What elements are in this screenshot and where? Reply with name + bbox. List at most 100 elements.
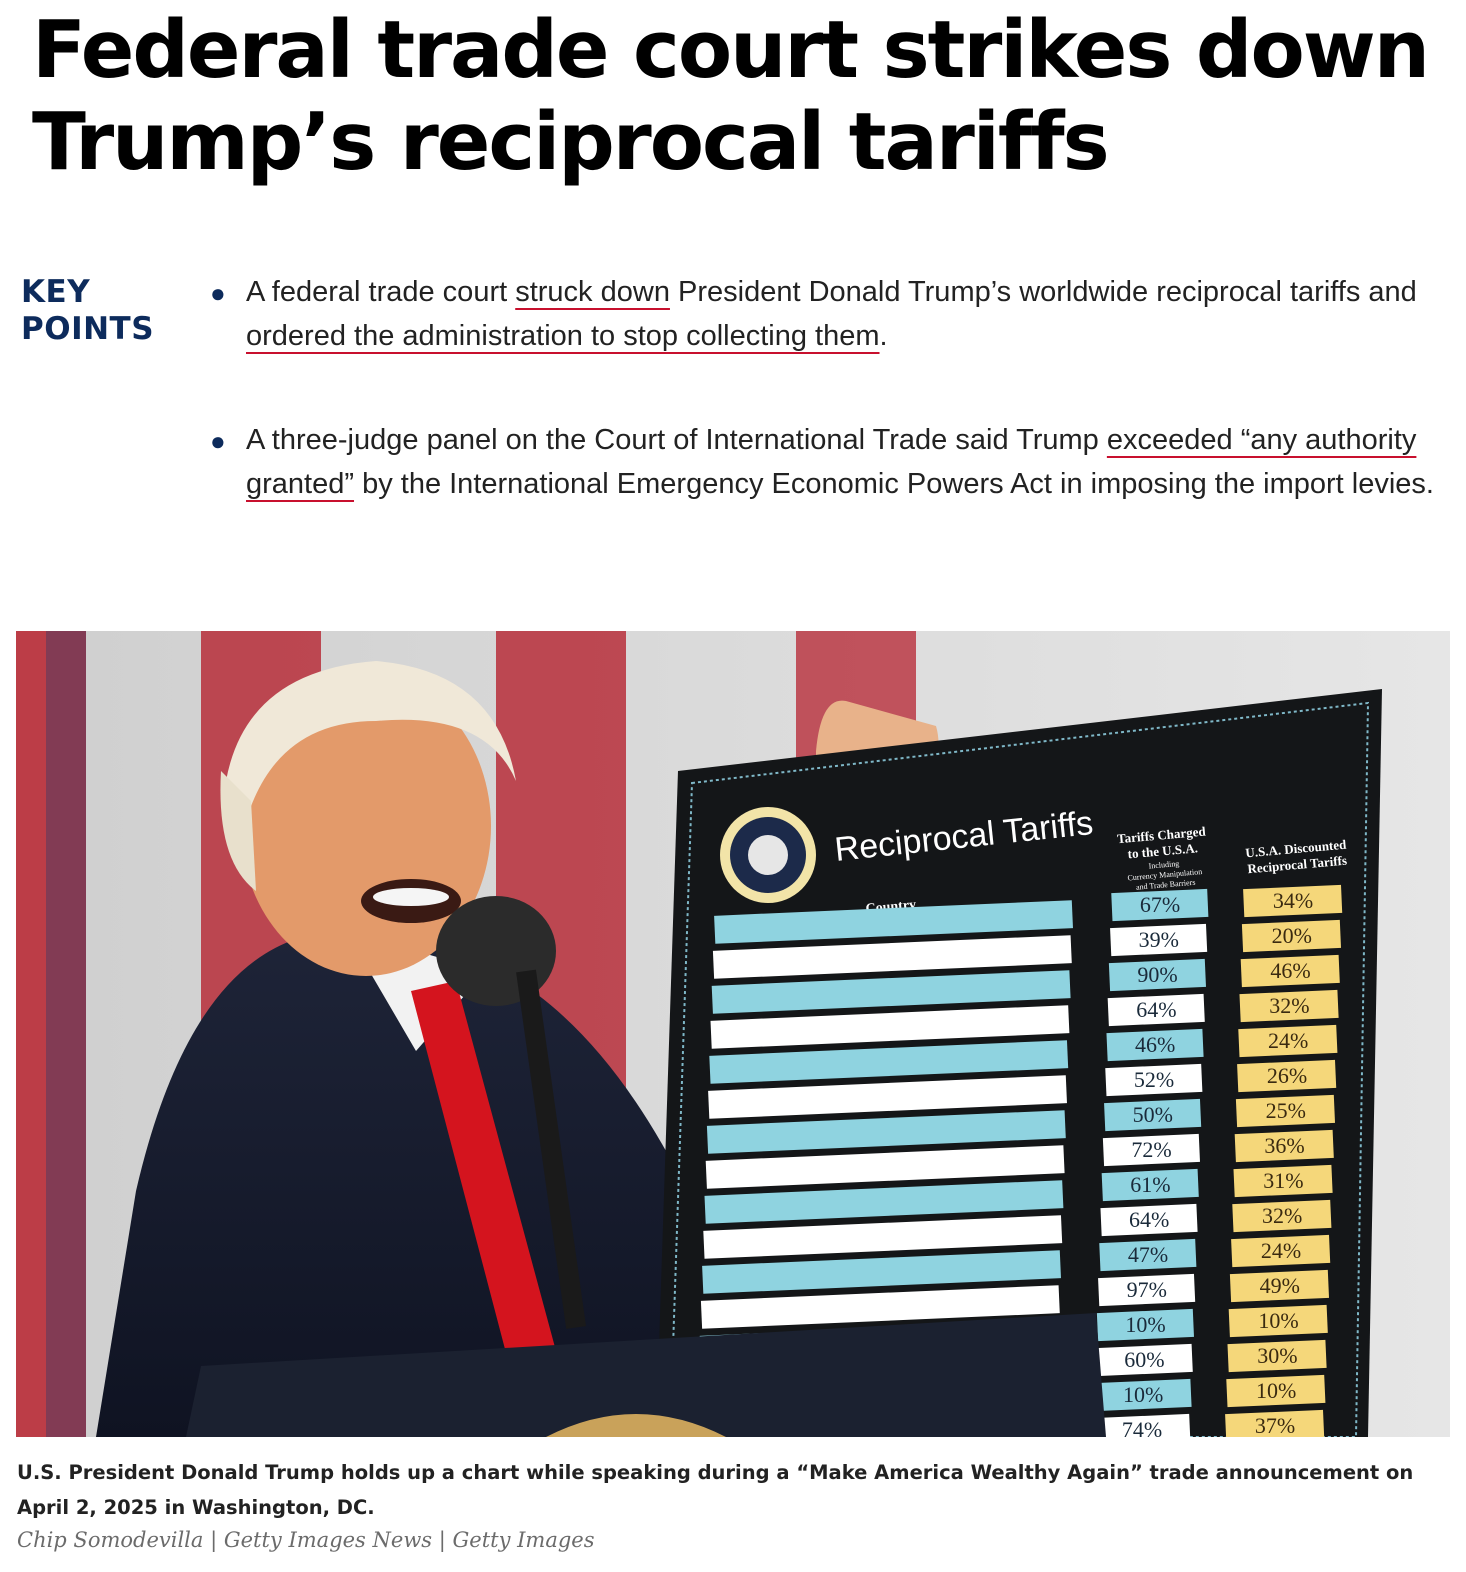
discounted-cell (1238, 1024, 1338, 1058)
country-cell (700, 1285, 1060, 1329)
country-cell (714, 900, 1073, 944)
discounted-value: 49% (1260, 1273, 1300, 1298)
flag-shadow (46, 631, 86, 1437)
flag-stripe (16, 631, 86, 1437)
charged-cell (1094, 1378, 1192, 1412)
charged-value: 39% (1139, 927, 1179, 952)
key-points-label: KEY POINTS (21, 274, 191, 348)
key-points-list: ● A federal trade court struck down Pres… (205, 270, 1435, 506)
charged-cell (1110, 923, 1208, 957)
discounted-value: 24% (1261, 1238, 1301, 1263)
charged-value: 52% (1134, 1067, 1174, 1092)
key-points-label-line1: KEY (21, 274, 91, 310)
charged-cell (1102, 1133, 1200, 1167)
discounted-value: 36% (1264, 1133, 1304, 1158)
charged-value: 67% (1140, 892, 1180, 917)
charged-cell (1104, 1098, 1202, 1132)
charged-value: 74% (1122, 1417, 1162, 1437)
discounted-cell (1234, 1129, 1334, 1163)
charged-value: 50% (1133, 1102, 1173, 1127)
microphone (436, 896, 587, 1329)
charged-value: 64% (1129, 1207, 1169, 1232)
key-point-2: ● A three-judge panel on the Court of In… (205, 418, 1435, 506)
discounted-cell (1232, 1199, 1332, 1233)
photo-caption: U.S. President Donald Trump holds up a c… (17, 1461, 1414, 1519)
discounted-cell (1240, 954, 1340, 988)
discounted-cell (1241, 919, 1342, 953)
discounted-value: 20% (1272, 923, 1312, 948)
discounted-cell (1237, 1059, 1337, 1093)
discounted-value: 10% (1256, 1378, 1296, 1403)
charged-value: 97% (1127, 1277, 1167, 1302)
discounted-cell (1243, 884, 1343, 918)
discounted-value: 10% (1258, 1308, 1298, 1333)
country-cell (705, 1145, 1065, 1189)
key-point-text: by the International Emergency Economic … (354, 468, 1434, 500)
charged-value: 10% (1123, 1382, 1163, 1407)
country-cell (709, 1040, 1069, 1084)
country-cell (710, 1005, 1070, 1049)
discounted-cell (1227, 1339, 1327, 1373)
discounted-cell (1228, 1304, 1328, 1338)
charged-cell (1099, 1238, 1197, 1272)
charged-cell (1106, 1028, 1204, 1062)
country-cell (703, 1215, 1063, 1259)
bullet-icon: ● (210, 278, 226, 308)
discounted-cell (1229, 1269, 1330, 1303)
charged-cell (1101, 1168, 1199, 1202)
tariff-board: Reciprocal Tariffs Country Tariffs Charg… (656, 689, 1382, 1437)
charged-cell (1105, 1063, 1203, 1097)
charged-value: 60% (1124, 1347, 1164, 1372)
key-point-text: A three-judge panel on the Court of Inte… (246, 424, 1107, 456)
charged-header-line: to the U.S.A. (1127, 840, 1198, 861)
discounted-cell (1231, 1234, 1331, 1268)
discounted-cell (1233, 1164, 1333, 1198)
speaker-figure (96, 661, 716, 1437)
key-point-text: President Donald Trump’s worldwide recip… (669, 276, 1417, 308)
discounted-value: 32% (1262, 1203, 1302, 1228)
discounted-value: 26% (1267, 1063, 1307, 1088)
charged-cell (1098, 1273, 1196, 1307)
country-cell (711, 970, 1071, 1014)
discounted-cell (1235, 1094, 1336, 1128)
country-cell (702, 1250, 1061, 1294)
charged-cell (1107, 993, 1205, 1027)
key-point-text: . (879, 320, 888, 352)
discounted-cell (1225, 1409, 1325, 1437)
podium-seal (546, 1414, 726, 1437)
article-headline: Federal trade court strikes down Trump’s… (32, 4, 1430, 188)
charged-cell (1095, 1343, 1193, 1377)
charged-cell (1111, 888, 1209, 922)
discounted-value: 30% (1257, 1343, 1297, 1368)
discounted-value: 31% (1263, 1168, 1303, 1193)
country-cell (706, 1110, 1066, 1154)
country-cell (708, 1075, 1067, 1119)
discounted-value: 34% (1273, 888, 1313, 913)
photo-illustration: Reciprocal Tariffs Country Tariffs Charg… (16, 631, 1450, 1437)
discounted-value: 46% (1270, 958, 1310, 983)
bullet-icon: ● (210, 426, 226, 456)
podium (186, 1313, 1106, 1437)
board-col-charged: Tariffs Charged to the U.S.A. Including … (1116, 824, 1206, 892)
board-rows: China67%34%European Union39%20%Vietnam90… (699, 884, 1343, 1437)
charged-value: 10% (1125, 1312, 1165, 1337)
charged-cell (1108, 958, 1206, 992)
charged-value: 64% (1136, 997, 1176, 1022)
discounted-value: 24% (1268, 1028, 1308, 1053)
photo-credit: Chip Somodevilla | Getty Images News | G… (17, 1528, 595, 1552)
charged-cell (1096, 1308, 1194, 1342)
charged-header-line: Including (1148, 859, 1179, 871)
key-points-label-line2: POINTS (21, 311, 155, 347)
country-cell (712, 935, 1072, 979)
charged-value: 46% (1135, 1032, 1175, 1057)
charged-value: 61% (1130, 1172, 1170, 1197)
key-point-text: A federal trade court (246, 276, 516, 308)
key-point-highlight: struck down (515, 276, 670, 308)
charged-cell (1100, 1203, 1198, 1237)
discounted-value: 37% (1255, 1413, 1295, 1437)
discounted-value: 25% (1266, 1098, 1306, 1123)
discounted-cell (1239, 989, 1339, 1023)
article-photo: Reciprocal Tariffs Country Tariffs Charg… (16, 631, 1450, 1437)
charged-value: 90% (1137, 962, 1177, 987)
key-point-1: ● A federal trade court struck down Pres… (205, 270, 1435, 358)
